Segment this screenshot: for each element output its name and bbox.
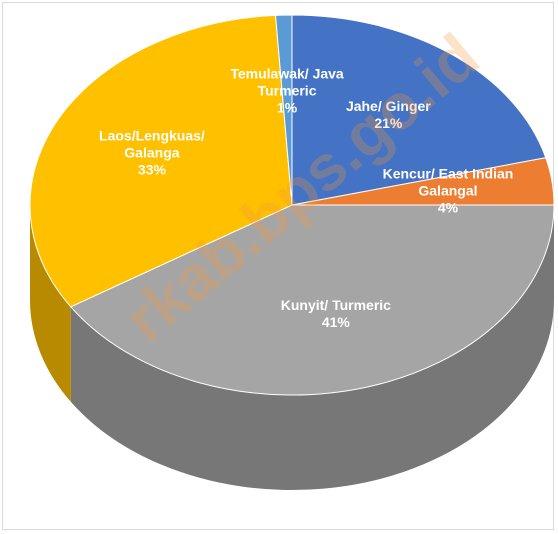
data-label: Jahe/ Ginger 21% — [313, 98, 463, 132]
value-label: 1% — [276, 99, 298, 116]
data-label: Kencur/ East Indian Galangal 4% — [373, 165, 523, 216]
data-label: Kunyit/ Turmeric 41% — [261, 297, 411, 331]
value-label: 4% — [437, 199, 459, 216]
category-label: Temulawak/ Java Turmeric — [230, 65, 344, 99]
pie-slice — [291, 14, 547, 206]
value-label: 41% — [321, 314, 350, 331]
value-label: 33% — [137, 161, 166, 178]
pie-slice — [29, 14, 293, 308]
category-label: Laos/Lengkuas/ Galanga — [99, 127, 205, 161]
data-label: Laos/Lengkuas/ Galanga 33% — [77, 128, 227, 179]
data-label: Temulawak/ Java Turmeric 1% — [212, 66, 362, 117]
category-label: Kunyit/ Turmeric — [280, 297, 391, 314]
category-label: Jahe/ Ginger — [345, 97, 431, 114]
pie-slice — [69, 204, 555, 396]
category-label: Kencur/ East Indian Galangal — [382, 165, 514, 199]
value-label: 21% — [374, 114, 403, 131]
pie-side — [30, 205, 71, 402]
pie-side — [70, 205, 555, 490]
pie-slice — [275, 14, 293, 206]
